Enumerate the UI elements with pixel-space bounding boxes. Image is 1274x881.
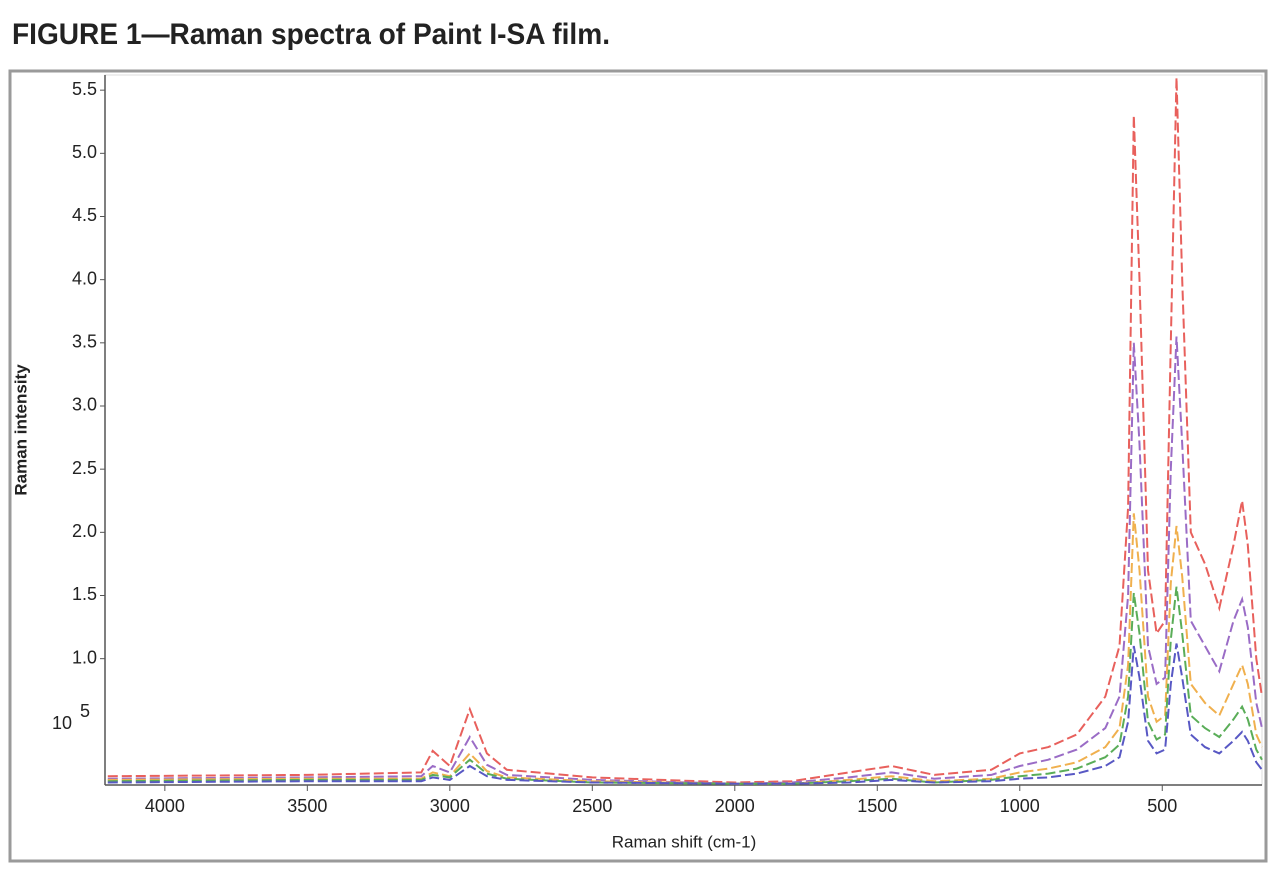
x-tick-label: 1500 <box>857 796 897 816</box>
series-line <box>107 513 1263 785</box>
y-tick-label: 3.0 <box>72 395 97 415</box>
x-tick-label: 1000 <box>1000 796 1040 816</box>
chart-title: FIGURE 1—Raman spectra of Paint I-SA fil… <box>12 18 610 51</box>
y-tick-label: 3.5 <box>72 332 97 352</box>
y-tick-label: 5.0 <box>72 142 97 162</box>
y-axis-label: Raman intensity <box>11 364 30 496</box>
y-tick-label: 5.5 <box>72 79 97 99</box>
y-tick-label: 2.0 <box>72 521 97 541</box>
series-line <box>107 643 1263 785</box>
x-tick-label: 2000 <box>715 796 755 816</box>
frame <box>8 69 1268 863</box>
x-tick-label: 500 <box>1147 796 1177 816</box>
series-line <box>107 336 1263 785</box>
series-line <box>107 77 1263 784</box>
y-tick-label: 2.5 <box>72 458 97 478</box>
series-line <box>107 586 1263 785</box>
y-tick-label: 1.5 <box>72 584 97 604</box>
x-axis-label: Raman shift (cm-1) <box>612 832 757 851</box>
x-tick-label: 3500 <box>287 796 327 816</box>
multiplier-base: 10 <box>52 713 72 733</box>
x-tick-label: 4000 <box>145 796 185 816</box>
multiplier-exponent: 5 <box>80 701 90 721</box>
y-tick-label: 4.5 <box>72 205 97 225</box>
y-tick-label: 4.0 <box>72 268 97 288</box>
x-tick-label: 3000 <box>430 796 470 816</box>
x-tick-label: 2500 <box>572 796 612 816</box>
y-tick-label: 1.0 <box>72 647 97 667</box>
